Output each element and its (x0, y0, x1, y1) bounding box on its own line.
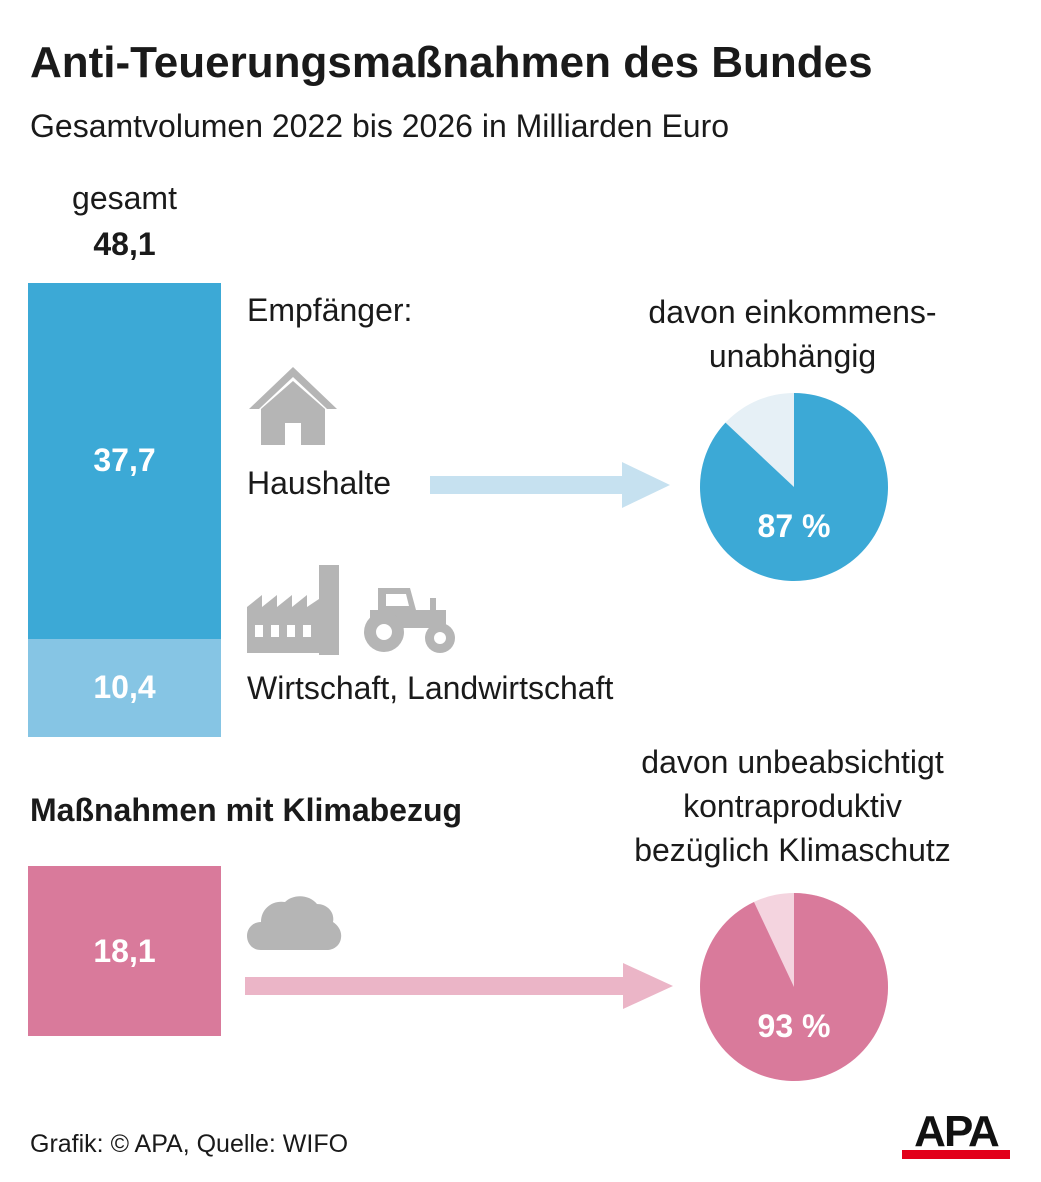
house-icon (249, 367, 337, 445)
total-value: 48,1 (93, 226, 156, 262)
pie-climate: 93 % (700, 893, 889, 1081)
pie-climate-title-line: davon unbeabsichtigt (641, 744, 944, 780)
pie-climate-label: 93 % (758, 1008, 831, 1044)
source-credit: Grafik: © APA, Quelle: WIFO (30, 1130, 349, 1158)
cloud-icon (247, 896, 342, 950)
bar-climate-value: 18,1 (93, 932, 156, 969)
households-label: Haushalte (247, 465, 392, 501)
bar-business: 10,4 (28, 638, 221, 737)
apa-logo: APA (902, 1108, 1010, 1159)
arrow-climate (245, 963, 673, 1009)
page-title: Anti-Teuerungsmaßnahmen des Bundes (30, 38, 873, 87)
pie-households-label: 87 % (758, 508, 831, 544)
bar-business-value: 10,4 (93, 669, 156, 706)
pie-households-title-line: davon einkommens- (648, 294, 937, 330)
bar-climate: 18,1 (28, 866, 221, 1036)
pie-households-title-line: unabhängig (708, 338, 877, 374)
tractor-icon (364, 588, 455, 653)
total-label: gesamt (72, 180, 177, 216)
pie-climate-title-line: bezüglich Klimaschutz (634, 832, 951, 868)
pie-climate-title: davon unbeabsichtigt kontraproduktiv bez… (585, 740, 1000, 872)
business-label: Wirtschaft, Landwirtschaft (247, 670, 614, 706)
climate-section-label: Maßnahmen mit Klimabezug (30, 792, 463, 828)
pie-households: 87 % (700, 393, 889, 581)
factory-icon (247, 565, 339, 655)
arrow-households (430, 462, 670, 508)
pie-households-title: davon einkommens- unabhängig (600, 290, 985, 378)
page-subtitle: Gesamtvolumen 2022 bis 2026 in Milliarde… (30, 108, 730, 144)
pie-climate-title-line: kontraproduktiv (683, 788, 902, 824)
apa-logo-text: APA (914, 1108, 999, 1156)
bar-households-value: 37,7 (93, 442, 156, 479)
recipients-label: Empfänger: (247, 292, 413, 328)
bar-households: 37,7 (28, 283, 221, 639)
pie-climate-main-slice (700, 893, 889, 1081)
pie-households-main-slice (700, 393, 889, 581)
